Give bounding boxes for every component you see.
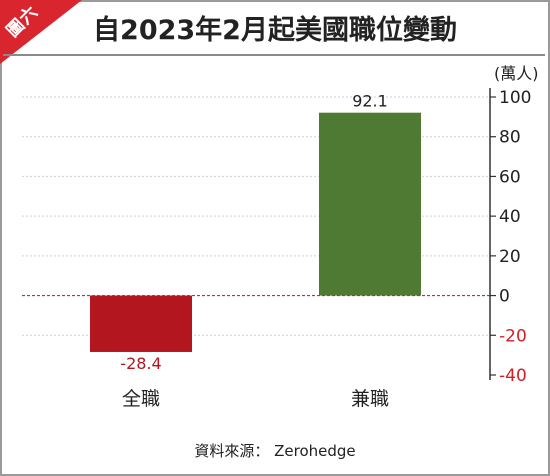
category-label: 兼職 bbox=[351, 388, 389, 410]
y-tick-label: -40 bbox=[499, 366, 527, 386]
y-tick-label: 20 bbox=[499, 247, 521, 267]
y-tick-label: 80 bbox=[499, 128, 521, 148]
bars bbox=[90, 112, 421, 352]
y-tick-label: 60 bbox=[499, 167, 521, 187]
chart-title: 自2023年2月起美國職位變動 bbox=[93, 15, 457, 46]
bar-value-label: 92.1 bbox=[352, 92, 388, 111]
bar-兼職 bbox=[319, 112, 421, 296]
title-divider bbox=[3, 54, 545, 56]
bar-value-label: -28.4 bbox=[120, 354, 161, 373]
y-tick-label: 0 bbox=[499, 287, 510, 307]
y-tick-label: 100 bbox=[499, 88, 531, 108]
y-tick-label: -20 bbox=[499, 326, 527, 346]
labels: -28.4 全職 92.1 兼職 bbox=[120, 92, 389, 410]
bar-全職 bbox=[90, 295, 192, 352]
y-tick-label: 40 bbox=[499, 207, 521, 227]
badge-triangle bbox=[0, 0, 82, 64]
category-label: 全職 bbox=[122, 388, 160, 410]
y-axis: -40 -20 0 20 40 60 80 100 bbox=[489, 88, 531, 386]
figure-number-badge bbox=[0, 0, 82, 64]
y-axis-unit-label: (萬人) bbox=[494, 64, 539, 83]
source-note: 資料來源： Zerohedge bbox=[194, 442, 356, 460]
